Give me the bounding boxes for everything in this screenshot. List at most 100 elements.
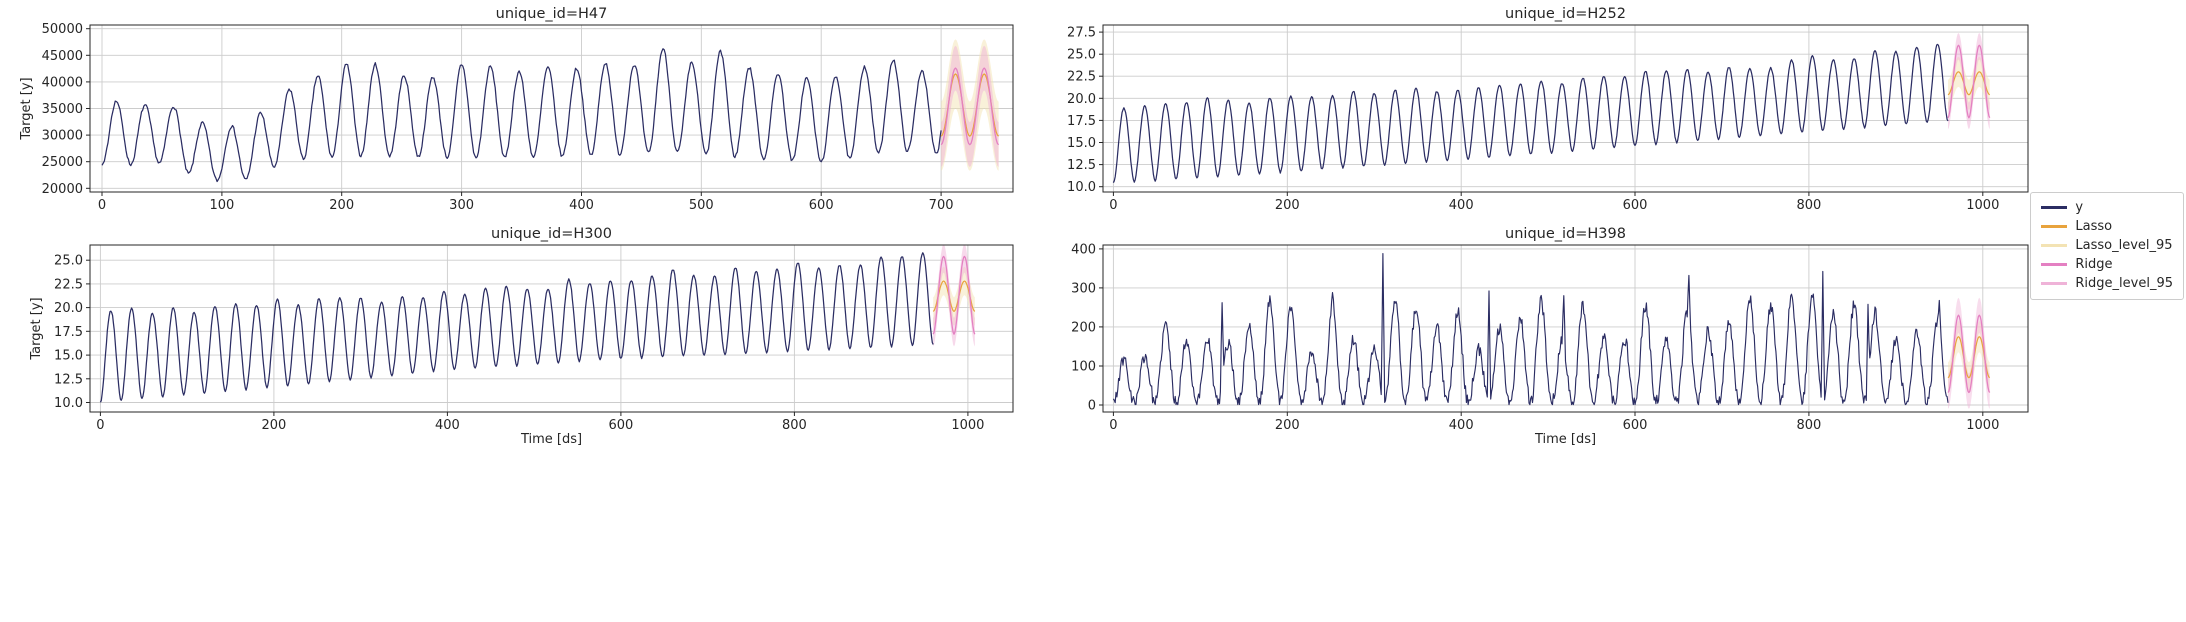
x-tick-label: 800 [1796,418,1821,433]
legend-entry: Ridge [2041,257,2173,272]
y-tick-label: 10.0 [1067,180,1096,195]
legend: y Lasso Lasso_level_95 Ridge Ridge_level… [2030,192,2184,300]
legend-label: y [2075,200,2084,215]
grid [90,245,1013,412]
x-tick-label: 0 [98,198,106,213]
band-Ridge_level_95 [1948,297,1990,409]
y-axis-label: Target [y] [19,77,34,140]
y-tick-label: 25000 [42,155,83,170]
chart-title: unique_id=H47 [496,6,608,22]
legend-label: Ridge_level_95 [2075,276,2173,291]
y-tick-label: 25.0 [54,254,83,269]
band-Ridge_level_95 [941,45,999,168]
series-line-y [1112,43,1949,183]
series-line-Lasso [1947,336,1991,379]
x-tick-label: 400 [569,198,594,213]
y-tick-label: 22.5 [1067,70,1096,85]
axis-text: 0 200 400 600 800 1000 10.0 12.5 15.0 17.5 20.0 22.… [1067,6,1999,213]
x-tick-label: 800 [782,418,807,433]
grid [1103,245,2028,412]
y-tick-label: 25.0 [1067,48,1096,63]
x-tick-label: 600 [608,418,633,433]
legend-swatch-lasso [2041,225,2068,228]
chart-title: unique_id=H252 [1505,6,1626,22]
y-tick-label: 10.0 [54,396,83,411]
chart-title: unique_id=H398 [1505,226,1626,242]
legend-swatch-ridge [2041,263,2068,266]
band-Lasso_level_95 [1948,321,1990,394]
chart-2: 0 200 400 600 800 1000 10.0 12.5 15.0 17.5 20.0 22.… [29,226,1014,447]
band-Ridge_level_95 [1948,33,1990,130]
x-tick-label: 400 [435,418,460,433]
y-tick-label: 20.0 [54,301,83,316]
y-tick-label: 35000 [42,102,83,117]
x-tick-label: 100 [209,198,234,213]
band-Lasso_level_95 [1948,56,1990,110]
axes-spines [1102,244,2029,413]
x-tick-label: 300 [449,198,474,213]
y-tick-label: 20000 [42,182,83,197]
axis-text: 0 200 400 600 800 1000 0 100 200 300 400 unique_id=… [1071,226,1999,447]
series-line-Lasso [1947,71,1991,96]
series-layer [1112,33,1991,183]
y-tick-label: 17.5 [54,325,83,340]
y-tick-label: 12.5 [54,372,83,387]
x-tick-label: 200 [1275,418,1300,433]
legend-entry: y [2041,200,2173,215]
y-tick-label: 27.5 [1067,26,1096,41]
series-layer [101,39,1000,183]
legend-entry: Lasso_level_95 [2041,238,2173,253]
chart-1: 0 200 400 600 800 1000 10.0 12.5 15.0 17.5 20.0 22.… [1067,6,2029,213]
legend-swatch-ridge-level-95 [2041,282,2068,285]
x-tick-label: 800 [1796,198,1821,213]
series-line-y [99,252,934,403]
axes-spines [1102,24,2029,193]
y-tick-label: 12.5 [1067,158,1096,173]
legend-label: Lasso_level_95 [2075,238,2173,253]
x-tick-label: 200 [1275,198,1300,213]
y-tick-label: 15.0 [54,349,83,364]
y-tick-label: 400 [1071,242,1096,257]
series-line-Ridge [1947,44,1991,119]
legend-label: Ridge [2075,257,2113,272]
y-tick-label: 300 [1071,281,1096,296]
y-tick-label: 0 [1088,399,1096,414]
x-tick-label: 200 [329,198,354,213]
x-tick-label: 400 [1449,198,1474,213]
axis-text: 0 200 400 600 800 1000 10.0 12.5 15.0 17.5 20.0 22.… [29,226,984,447]
axis-text: 0 100 200 300 400 500 600 700 20000 25000 30000 350… [19,6,954,213]
x-tick-label: 0 [96,418,104,433]
series-layer [99,245,976,403]
series-layer [1112,253,1991,409]
x-axis-label: Time [ds] [520,432,582,447]
x-tick-label: 0 [1109,198,1117,213]
series-line-Lasso [932,280,976,312]
x-tick-label: 0 [1109,418,1117,433]
series-line-Ridge [932,255,976,335]
chart-title: unique_id=H300 [491,226,612,242]
x-tick-label: 500 [689,198,714,213]
series-line-Ridge [940,67,1000,146]
x-tick-label: 400 [1449,418,1474,433]
legend-swatch-y [2041,206,2068,209]
y-tick-label: 15.0 [1067,136,1096,151]
legend-entry: Ridge_level_95 [2041,276,2173,291]
x-tick-label: 1000 [951,418,984,433]
x-tick-label: 600 [1623,418,1648,433]
grid [1103,25,2028,192]
legend-entry: Lasso [2041,219,2173,234]
x-tick-label: 1000 [1966,198,1999,213]
x-tick-label: 700 [929,198,954,213]
series-line-Ridge [1947,314,1991,394]
y-tick-label: 100 [1071,360,1096,375]
y-tick-label: 40000 [42,75,83,90]
legend-swatch-lasso-level-95 [2041,244,2068,247]
chart-0: 0 100 200 300 400 500 600 700 20000 25000 30000 350… [19,6,1014,213]
y-tick-label: 45000 [42,49,83,64]
y-tick-label: 20.0 [1067,92,1096,107]
series-line-y [1112,253,1949,406]
y-tick-label: 22.5 [54,277,83,292]
y-tick-label: 30000 [42,129,83,144]
